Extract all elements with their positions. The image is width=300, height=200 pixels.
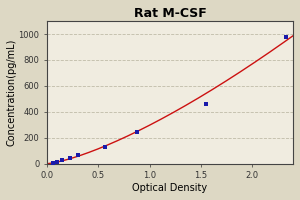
Point (284, 35, 288, 38)
Point (135, 130, 140, 133)
Point (203, 102, 208, 106)
Point (60, 159, 65, 162)
Title: Rat M-CSF: Rat M-CSF (134, 7, 206, 20)
Point (103, 145, 108, 148)
Point (75, 154, 80, 157)
Y-axis label: Concentration(pg/mL): Concentration(pg/mL) (7, 39, 17, 146)
Point (67, 156, 72, 159)
X-axis label: Optical Density: Optical Density (133, 183, 208, 193)
Point (55, 160, 60, 164)
Point (51, 161, 56, 165)
